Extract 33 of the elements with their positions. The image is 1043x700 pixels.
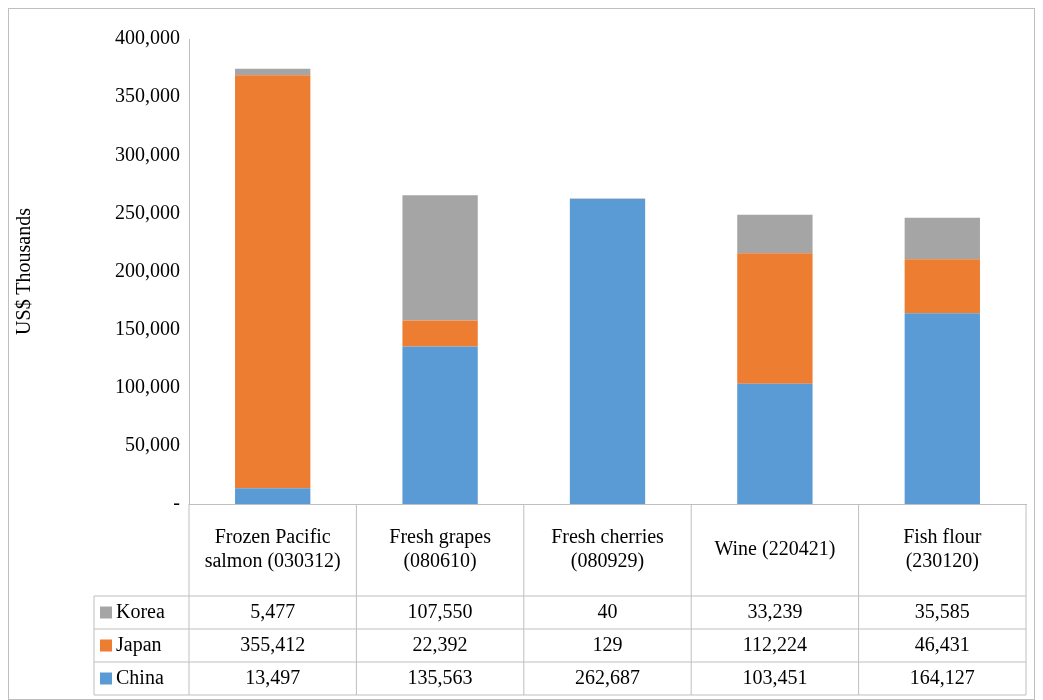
x-tick-label: Fresh grapes (080610) — [389, 525, 492, 573]
y-tick-label: 100,000 — [115, 375, 180, 397]
y-tick-label: 50,000 — [125, 433, 180, 456]
data-label: 40 — [597, 599, 618, 622]
x-tick-label: Fresh cherries (080929) — [551, 525, 665, 573]
data-label: 46,431 — [914, 632, 970, 655]
x-tick-label: Wine (220421) — [714, 537, 836, 561]
data-label: 164,127 — [909, 665, 975, 688]
y-tick-label: 200,000 — [115, 258, 180, 281]
y-tick-label: - — [173, 491, 180, 514]
y-tick-label: 150,000 — [115, 316, 180, 339]
data-label: 13,497 — [245, 665, 301, 688]
data-label: 129 — [592, 632, 623, 655]
y-tick-label: 300,000 — [115, 142, 180, 165]
data-label: 262,687 — [575, 665, 640, 688]
data-label: 35,585 — [914, 599, 970, 622]
legend-label: Korea — [116, 599, 165, 622]
y-tick-label: 400,000 — [115, 26, 180, 49]
legend-label: China — [116, 665, 164, 688]
x-tick-label: Frozen Pacific salmon (030312) — [204, 525, 341, 573]
y-tick-label: 350,000 — [115, 84, 180, 107]
data-label: 103,451 — [742, 665, 808, 688]
data-label: 22,392 — [412, 632, 468, 655]
data-label: 135,563 — [407, 665, 473, 688]
data-label: 112,224 — [742, 632, 808, 655]
y-tick-label: 250,000 — [115, 200, 180, 223]
data-label: 5,477 — [250, 599, 296, 622]
data-label: 355,412 — [240, 632, 306, 655]
y-axis-title: US$ Thousands — [12, 207, 35, 335]
data-label: 33,239 — [747, 599, 803, 622]
x-tick-label: Fish flour (230120) — [903, 525, 982, 573]
data-label: 107,550 — [407, 599, 473, 622]
legend-label: Japan — [116, 632, 162, 656]
